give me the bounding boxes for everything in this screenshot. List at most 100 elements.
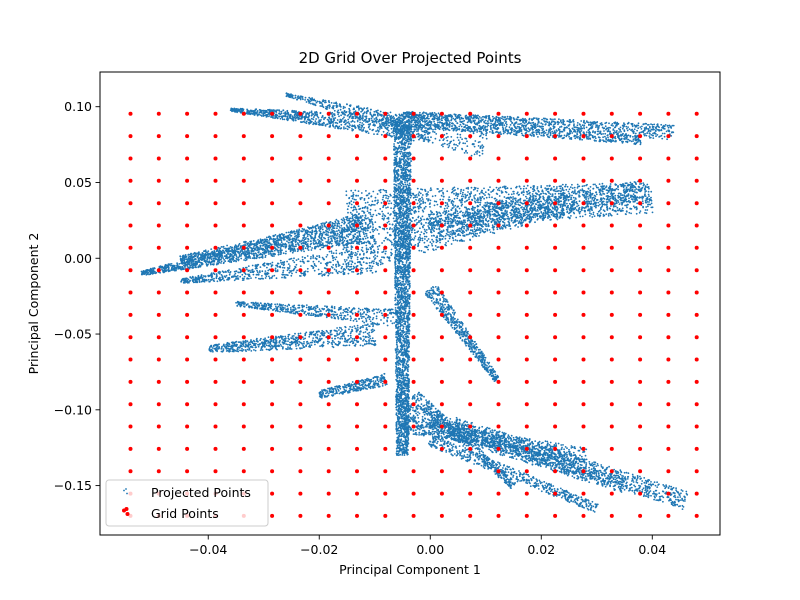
projected-point bbox=[389, 111, 392, 114]
projected-point bbox=[246, 108, 249, 111]
projected-point bbox=[552, 132, 554, 135]
projected-point bbox=[554, 118, 556, 121]
projected-point bbox=[299, 95, 302, 98]
projected-point bbox=[632, 135, 634, 138]
projected-point bbox=[562, 137, 564, 140]
projected-point bbox=[336, 227, 338, 230]
projected-point bbox=[214, 252, 217, 255]
projected-point bbox=[321, 115, 324, 117]
projected-point bbox=[233, 108, 236, 111]
projected-point bbox=[197, 257, 200, 260]
projected-point bbox=[648, 135, 651, 138]
projected-point bbox=[312, 99, 315, 101]
projected-point bbox=[211, 253, 214, 256]
projected-point bbox=[368, 120, 371, 122]
projected-point bbox=[239, 251, 241, 254]
projected-point bbox=[343, 121, 346, 124]
projected-point bbox=[357, 242, 359, 245]
projected-point bbox=[206, 256, 209, 259]
projected-point bbox=[294, 119, 297, 122]
projected-point bbox=[424, 137, 426, 140]
projected-point bbox=[421, 130, 424, 133]
projected-point bbox=[269, 253, 272, 255]
projected-point bbox=[303, 250, 305, 253]
projected-point bbox=[334, 117, 337, 119]
projected-point bbox=[580, 128, 582, 131]
projected-point bbox=[243, 275, 246, 278]
projected-point bbox=[326, 241, 329, 243]
projected-point bbox=[573, 126, 576, 129]
projected-point bbox=[539, 126, 542, 128]
projected-point bbox=[334, 240, 337, 243]
projected-point bbox=[338, 244, 341, 246]
projected-point bbox=[504, 122, 507, 124]
projected-point bbox=[483, 121, 486, 124]
projected-point bbox=[472, 130, 475, 133]
projected-point bbox=[602, 140, 605, 143]
projected-point bbox=[358, 113, 361, 116]
projected-point bbox=[652, 137, 655, 140]
projected-point bbox=[310, 111, 313, 114]
projected-point bbox=[432, 128, 434, 131]
projected-point bbox=[328, 107, 331, 109]
projected-point bbox=[358, 123, 361, 126]
projected-point bbox=[291, 244, 294, 247]
projected-point bbox=[276, 250, 279, 252]
projected-point bbox=[314, 111, 316, 114]
projected-point bbox=[666, 138, 668, 141]
projected-point bbox=[640, 127, 643, 130]
projected-point bbox=[492, 124, 495, 127]
projected-point bbox=[265, 251, 268, 254]
projected-point bbox=[335, 218, 338, 221]
projected-point bbox=[442, 127, 445, 130]
projected-point bbox=[405, 137, 407, 140]
projected-point bbox=[340, 236, 343, 239]
projected-point bbox=[240, 257, 243, 260]
projected-point bbox=[621, 127, 624, 130]
projected-point bbox=[253, 113, 256, 116]
projected-point bbox=[270, 250, 273, 253]
projected-point bbox=[310, 99, 313, 102]
projected-point bbox=[626, 136, 628, 139]
projected-point bbox=[632, 132, 635, 135]
projected-point bbox=[438, 128, 441, 131]
projected-point bbox=[560, 125, 563, 128]
projected-point bbox=[572, 128, 574, 130]
projected-point bbox=[479, 127, 482, 130]
projected-point bbox=[217, 259, 220, 262]
projected-point bbox=[266, 242, 269, 244]
projected-point bbox=[434, 117, 436, 119]
projected-point bbox=[308, 102, 310, 104]
projected-point bbox=[338, 115, 340, 118]
projected-point bbox=[576, 126, 579, 129]
projected-point bbox=[268, 115, 270, 118]
projected-point bbox=[285, 244, 288, 246]
projected-point bbox=[413, 117, 416, 120]
projected-point bbox=[362, 123, 365, 126]
projected-point bbox=[475, 151, 477, 154]
projected-point bbox=[263, 241, 265, 244]
projected-point bbox=[625, 125, 628, 128]
projected-point bbox=[338, 103, 341, 106]
projected-point bbox=[373, 229, 376, 232]
projected-point bbox=[302, 98, 304, 101]
projected-point bbox=[506, 115, 509, 118]
projected-point bbox=[188, 260, 191, 263]
projected-point bbox=[345, 122, 347, 125]
projected-point bbox=[360, 110, 362, 113]
projected-point bbox=[335, 106, 338, 109]
projected-point bbox=[444, 127, 447, 130]
projected-point bbox=[459, 120, 462, 123]
projected-point bbox=[399, 117, 401, 119]
projected-point bbox=[329, 235, 331, 238]
projected-point bbox=[528, 129, 531, 131]
projected-point bbox=[369, 128, 371, 131]
projected-point bbox=[605, 127, 608, 130]
projected-point bbox=[435, 113, 437, 115]
projected-point bbox=[547, 130, 550, 133]
projected-point bbox=[304, 241, 307, 244]
projected-point bbox=[478, 130, 481, 133]
projected-point bbox=[361, 119, 364, 121]
projected-point bbox=[595, 126, 597, 128]
projected-point bbox=[182, 258, 184, 261]
